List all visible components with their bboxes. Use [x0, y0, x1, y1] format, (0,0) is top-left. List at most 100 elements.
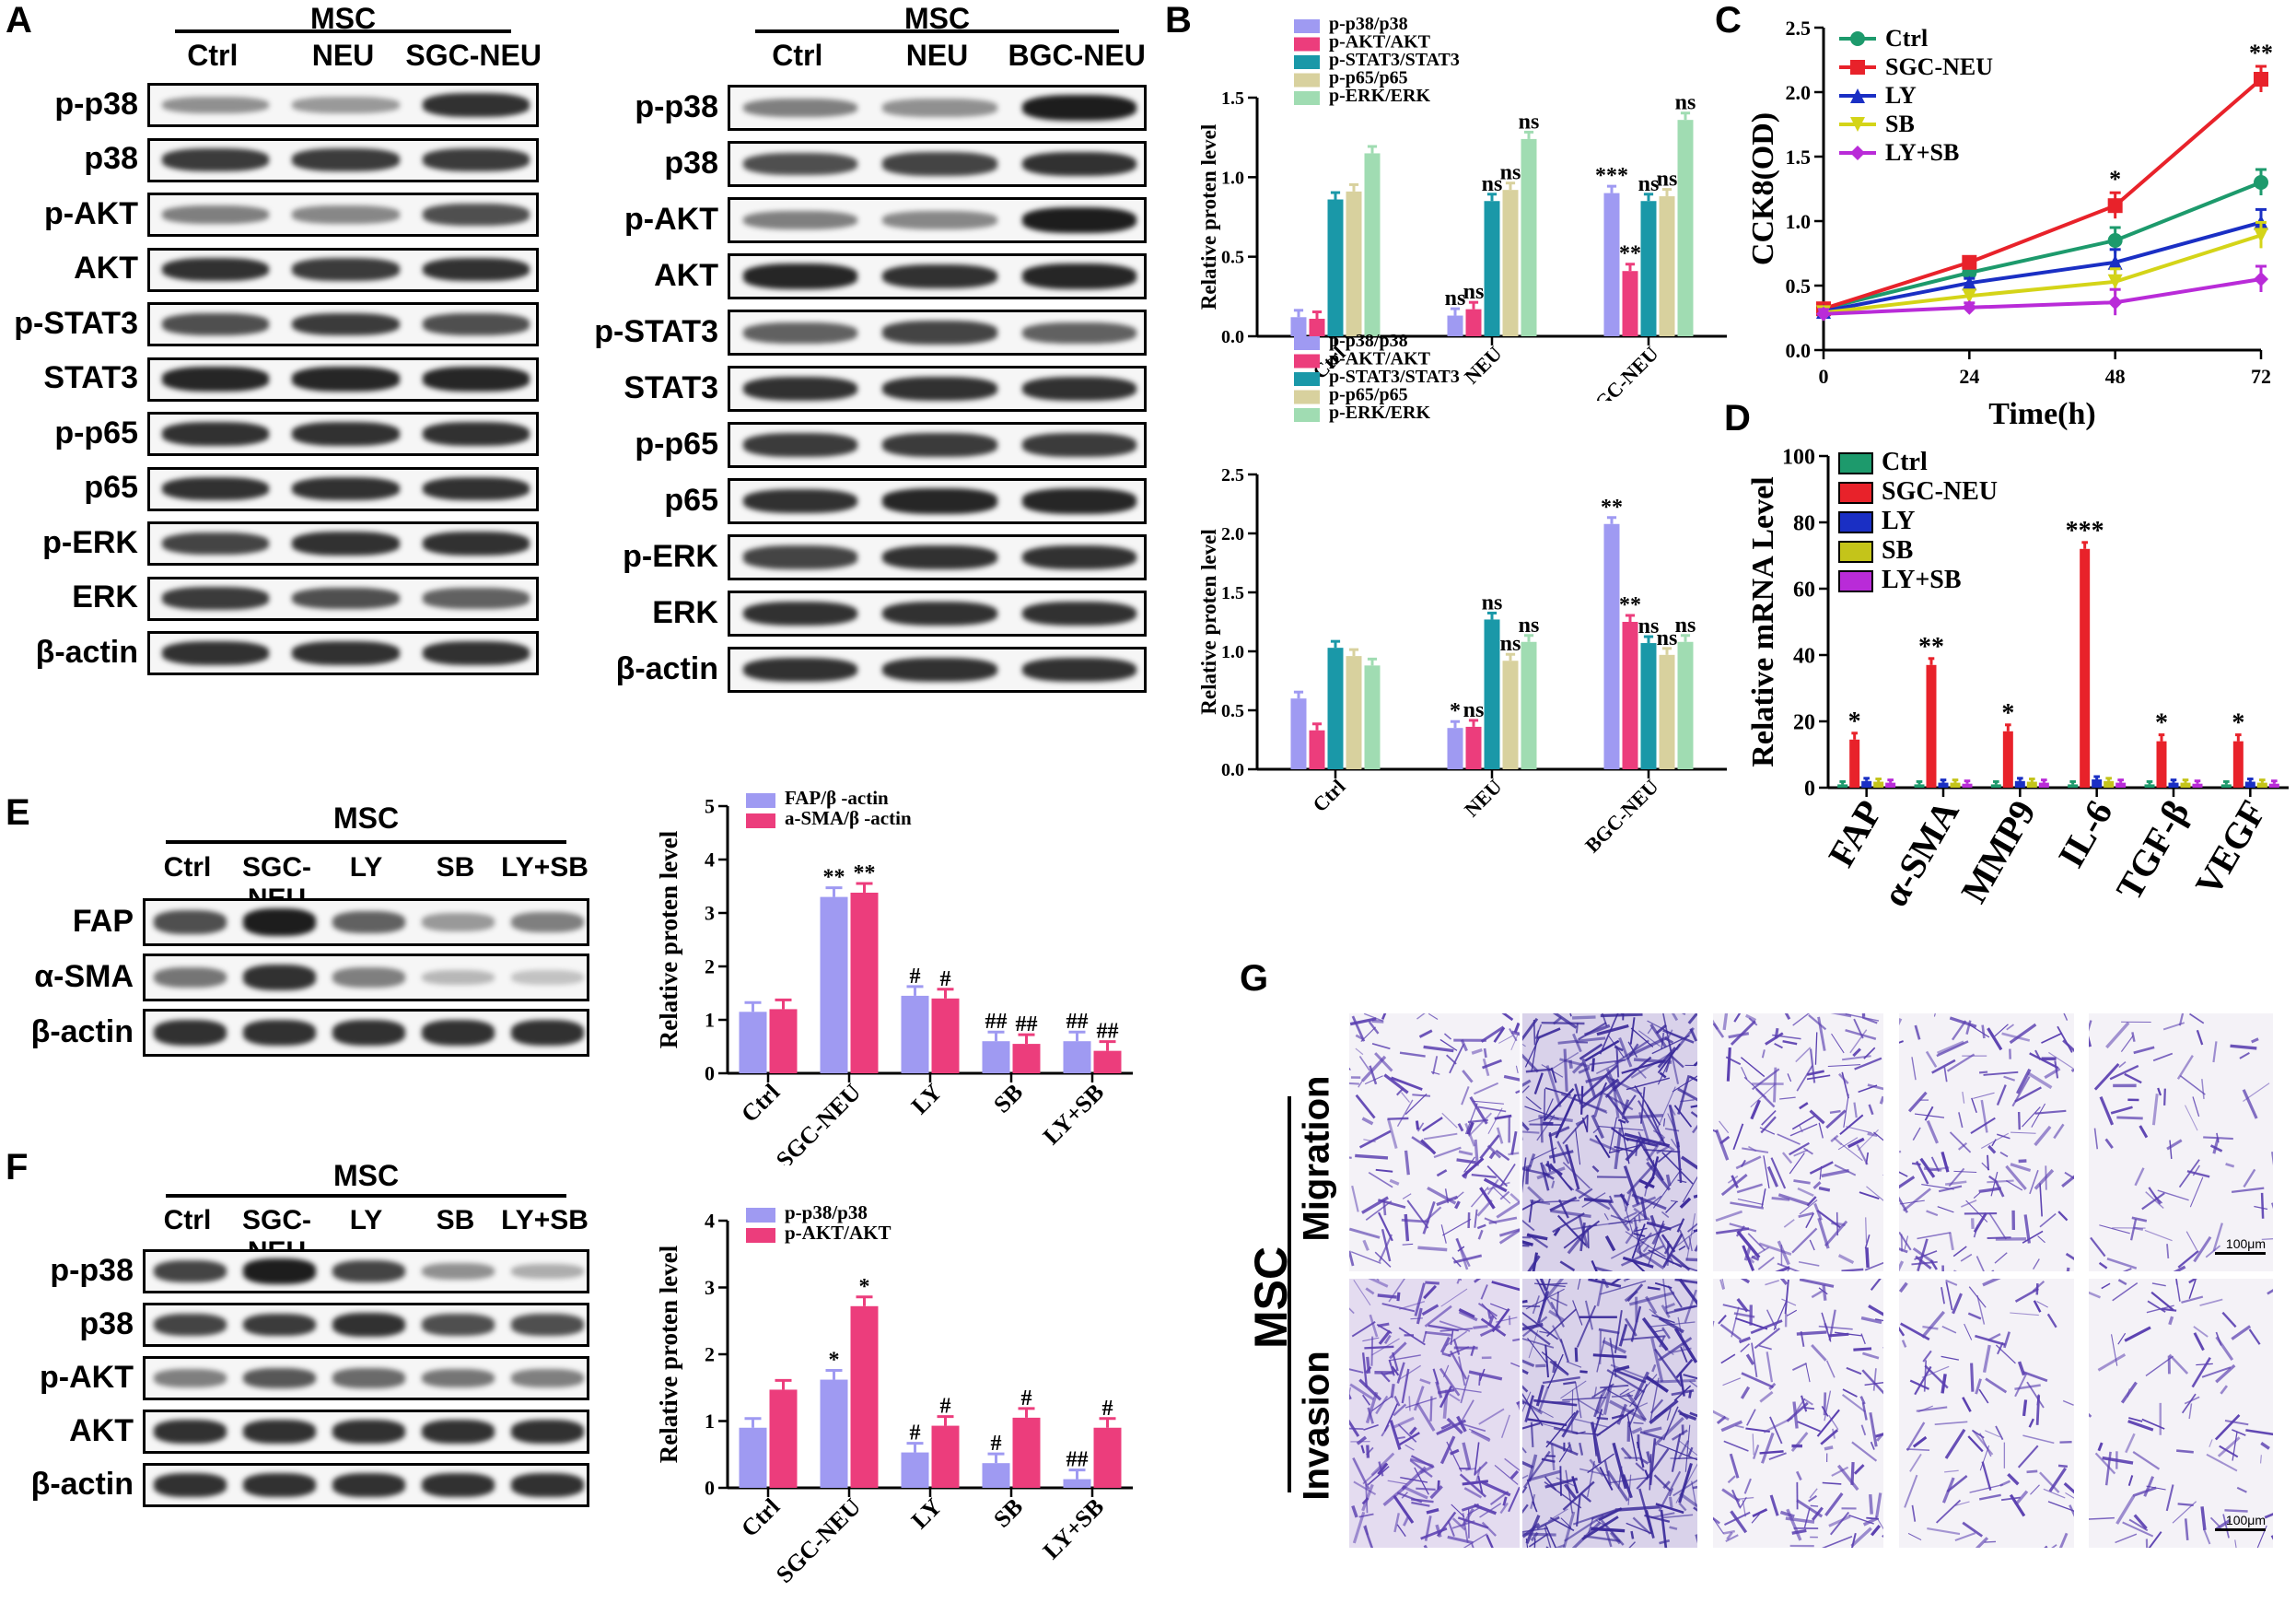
stained-cell — [1996, 1084, 2007, 1106]
data-point — [1962, 275, 1977, 291]
stained-cell — [1544, 1344, 1550, 1378]
stained-cell — [1649, 1438, 1657, 1486]
protein-band — [421, 1314, 495, 1336]
stained-cell — [2144, 1229, 2173, 1242]
stained-cell — [2236, 1486, 2247, 1493]
stained-cell — [1377, 1211, 1393, 1242]
stained-cell — [1831, 1466, 1849, 1477]
stained-cell — [1571, 1476, 1579, 1494]
stained-cell — [2063, 1013, 2069, 1021]
stained-cell — [1432, 1056, 1439, 1075]
stained-cell — [1544, 1527, 1552, 1548]
stained-cell — [1736, 1183, 1763, 1194]
stained-cell — [1853, 1102, 1858, 1118]
stained-cell — [2148, 1531, 2162, 1548]
stained-cell — [1479, 1325, 1501, 1337]
blot-row-label: ERK — [652, 594, 718, 630]
stained-cell — [1809, 1109, 1825, 1125]
stained-cell — [1845, 1013, 1880, 1022]
stained-cell — [1874, 1318, 1883, 1322]
stained-cell — [1548, 1309, 1566, 1322]
stained-cell — [1688, 1389, 1693, 1398]
stained-cell — [1390, 1383, 1395, 1398]
protein-band — [742, 657, 857, 683]
stained-cell — [1562, 1511, 1576, 1548]
stained-cell — [1856, 1144, 1869, 1165]
stained-cell — [1589, 1138, 1621, 1153]
stained-cell — [1620, 1446, 1633, 1460]
significance-mark: * — [1848, 708, 1861, 736]
stained-cell — [1522, 1130, 1540, 1134]
stained-cell — [1533, 1072, 1544, 1094]
stained-cell — [1860, 1333, 1866, 1345]
blot-strip — [147, 83, 539, 127]
stained-cell — [1967, 1312, 1982, 1320]
stained-cell — [1358, 1378, 1382, 1401]
stained-cell — [1771, 1196, 1790, 1201]
bar — [2268, 783, 2279, 788]
stained-cell — [1580, 1064, 1619, 1098]
stained-cell — [1378, 1329, 1392, 1345]
stained-cell — [1987, 1144, 1997, 1154]
stained-cell — [1978, 1187, 2001, 1194]
stained-cell — [1781, 1152, 1793, 1164]
stained-cell — [1662, 1480, 1671, 1490]
stained-cell — [1957, 1141, 1968, 1151]
stained-cell — [1389, 1420, 1402, 1450]
bar — [1012, 1044, 1041, 1073]
stained-cell — [1976, 1294, 1986, 1325]
stained-cell — [1606, 1388, 1638, 1408]
stained-cell — [2029, 1052, 2059, 1070]
stained-cell — [2231, 1187, 2265, 1193]
series-line — [1823, 77, 2263, 311]
y-tick-label: 0 — [1804, 777, 1815, 801]
y-tick-label: 0.0 — [1221, 327, 1244, 347]
stained-cell — [1987, 1027, 2003, 1051]
stained-cell — [1374, 1052, 1393, 1072]
stained-cell — [1462, 1513, 1469, 1543]
stained-cell — [1447, 1535, 1474, 1545]
stained-cell — [1818, 1186, 1831, 1192]
stained-cell — [1439, 1367, 1461, 1397]
lane-label: LY+SB — [501, 852, 589, 883]
blot-strip — [728, 197, 1147, 243]
stained-cell — [1681, 1013, 1686, 1015]
bar — [739, 1427, 767, 1488]
stained-cell — [2271, 1152, 2273, 1166]
stained-cell — [1544, 1163, 1563, 1176]
protein-band — [1021, 151, 1137, 177]
stained-cell — [1868, 1104, 1874, 1116]
y-tick-label: 2 — [705, 955, 715, 978]
stained-cell — [1352, 1511, 1366, 1544]
stained-cell — [1853, 1018, 1864, 1039]
stained-cell — [1361, 1352, 1369, 1387]
stained-cell — [1864, 1261, 1883, 1271]
stained-cell — [1819, 1165, 1823, 1180]
blot-strip — [147, 412, 539, 456]
stained-cell — [1415, 1120, 1420, 1130]
bar — [1950, 782, 1961, 788]
stained-cell — [1508, 1152, 1520, 1156]
significance-mark: * — [859, 1275, 870, 1299]
stained-cell — [1355, 1094, 1376, 1119]
stained-cell — [1801, 1395, 1808, 1412]
stained-cell — [1604, 1074, 1643, 1095]
stained-cell — [1879, 1095, 1883, 1105]
stained-cell — [1661, 1345, 1674, 1356]
stained-cell — [1567, 1224, 1592, 1255]
stained-cell — [1558, 1199, 1569, 1219]
stained-cell — [1866, 1516, 1879, 1520]
stained-cell — [1827, 1064, 1861, 1068]
data-point — [2254, 272, 2268, 287]
stained-cell — [1595, 1409, 1635, 1437]
stained-cell — [1813, 1202, 1823, 1221]
stained-cell — [1460, 1399, 1474, 1423]
stained-cell — [1473, 1325, 1488, 1329]
stained-cell — [2139, 1125, 2149, 1139]
protein-band — [242, 1258, 317, 1284]
stained-cell — [1649, 1308, 1665, 1322]
stained-cell — [1729, 1223, 1757, 1233]
stained-cell — [1474, 1139, 1479, 1166]
protein-band — [882, 321, 997, 345]
